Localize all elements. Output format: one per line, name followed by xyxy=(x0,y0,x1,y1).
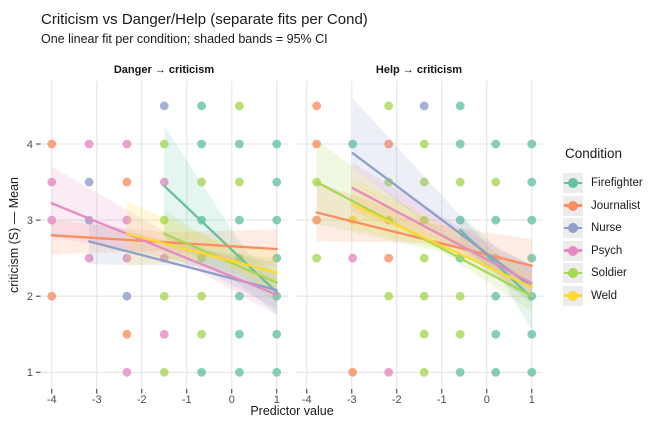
ci-band xyxy=(126,201,277,293)
y-axis-label: criticism (S) — Mean xyxy=(7,177,21,293)
plot-subtitle: One linear fit per condition; shaded ban… xyxy=(41,32,328,46)
x-tick-label: 1 xyxy=(529,394,535,406)
legend-item-soldier: Soldier xyxy=(563,263,669,283)
y-tick-label: 1 xyxy=(27,367,33,379)
legend-label: Psych xyxy=(591,244,623,257)
legend-item-firefighter: Firefighter xyxy=(563,173,669,193)
x-tick-label: 0 xyxy=(484,394,490,406)
fit-lines-layer xyxy=(315,151,533,299)
plot-title: Criticism vs Danger/Help (separate fits … xyxy=(41,11,368,28)
ci-band xyxy=(460,214,532,331)
x-tick-label: -1 xyxy=(437,394,447,406)
fit-line xyxy=(351,203,533,289)
fit-line xyxy=(351,186,533,285)
ci-band xyxy=(51,166,277,316)
y-tick-label: 4 xyxy=(27,139,33,151)
legend-label: Journalist xyxy=(591,199,641,212)
legend-dot-swatch xyxy=(568,268,578,278)
legend-key-firefighter xyxy=(563,173,583,193)
y-axis-ticks: 1 2 3 4 xyxy=(27,139,41,379)
legend-dot-swatch xyxy=(568,290,578,301)
x-tick-label: 0 xyxy=(229,394,235,406)
legend-item-psych: Psych xyxy=(563,240,669,261)
legend-key-journalist xyxy=(563,195,583,216)
x-axis-label: Predictor value xyxy=(250,404,334,418)
legend-key-psych xyxy=(563,240,583,261)
x-axis-ticks: -4 -3 -2 -1 0 1 xyxy=(47,389,280,406)
legend-label: Firefighter xyxy=(591,177,643,189)
fit-line xyxy=(351,151,533,289)
y-tick-label: 3 xyxy=(27,215,33,227)
legend-label: Soldier xyxy=(591,267,627,279)
ci-bands-layer xyxy=(51,125,277,316)
x-tick-label: -2 xyxy=(137,394,147,406)
x-tick-label: -3 xyxy=(92,394,102,406)
x-tick-label: 1 xyxy=(274,394,280,406)
ci-band xyxy=(352,178,532,300)
legend-label: Nurse xyxy=(591,222,622,234)
fit-lines-layer xyxy=(50,184,278,296)
x-tick-label: -1 xyxy=(182,394,192,406)
facet-strip-danger: Danger → criticism xyxy=(113,64,215,76)
fit-line xyxy=(125,232,278,274)
x-tick-label: -3 xyxy=(347,394,357,406)
legend-item-weld: Weld xyxy=(563,285,669,306)
legend-dot-swatch xyxy=(568,245,578,256)
points-layer xyxy=(312,101,537,377)
legend-key-nurse xyxy=(563,218,583,238)
legend-dot-swatch xyxy=(568,223,578,233)
legend-item-journalist: Journalist xyxy=(563,195,669,216)
legend-title: Condition xyxy=(565,146,623,161)
legend-label: Weld xyxy=(591,289,617,302)
facet-strip-help: Help → criticism xyxy=(375,64,463,76)
legend-dot-swatch xyxy=(568,178,578,188)
points-layer xyxy=(47,101,282,377)
legend-key-soldier xyxy=(563,263,583,283)
fit-line xyxy=(50,234,278,251)
legend: Condition Firefighter Journalist Nurse P… xyxy=(563,146,669,308)
x-tick-label: -4 xyxy=(47,394,57,406)
fit-line xyxy=(315,180,533,298)
x-tick-label: -2 xyxy=(392,394,402,406)
x-axis-ticks: -4 -3 -2 -1 0 1 xyxy=(302,389,535,406)
legend-key-weld xyxy=(563,285,583,306)
fit-line xyxy=(50,202,278,296)
x-tick-label: -4 xyxy=(302,394,312,406)
legend-item-nurse: Nurse xyxy=(563,218,669,238)
y-tick-label: 2 xyxy=(27,291,33,303)
legend-dot-swatch xyxy=(568,200,578,211)
